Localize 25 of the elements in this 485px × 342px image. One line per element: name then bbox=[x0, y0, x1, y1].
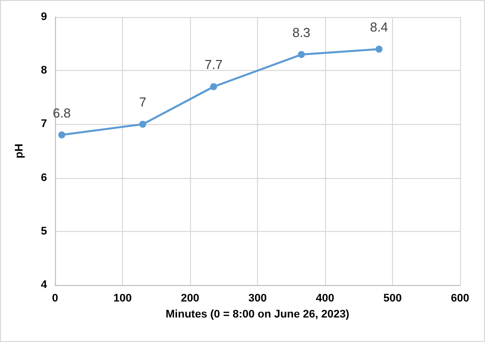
point bbox=[376, 46, 382, 53]
data-label: 7 bbox=[139, 94, 146, 110]
y-tick-label: 4 bbox=[40, 279, 48, 291]
x-tick-label: 400 bbox=[316, 292, 334, 304]
y-tick-label: 7 bbox=[40, 118, 47, 130]
x-tick-label: 600 bbox=[450, 292, 470, 304]
data-label: 6.8 bbox=[52, 105, 71, 120]
x-tick-label: 100 bbox=[113, 292, 132, 304]
data-label: 8.4 bbox=[370, 20, 388, 35]
y-tick-label: 6 bbox=[40, 172, 47, 184]
x-tick-label: 300 bbox=[248, 292, 267, 304]
x-tick-label: 500 bbox=[383, 292, 402, 304]
y-tick-label: 5 bbox=[40, 225, 47, 238]
point bbox=[298, 51, 305, 58]
x-tick-label: 200 bbox=[180, 292, 200, 304]
point bbox=[139, 120, 146, 128]
data-label: 8.3 bbox=[292, 25, 310, 40]
data-label: 7.7 bbox=[204, 57, 223, 72]
y-axis-title: pH bbox=[14, 144, 26, 158]
y-tick-label: 8 bbox=[40, 64, 47, 77]
x-tick-label: 0 bbox=[52, 292, 58, 304]
point bbox=[58, 131, 66, 138]
x-axis-title: Minutes (0 = 8:00 on June 26, 2023) bbox=[166, 308, 350, 320]
point bbox=[210, 83, 218, 90]
y-tick-label: 9 bbox=[40, 11, 47, 23]
